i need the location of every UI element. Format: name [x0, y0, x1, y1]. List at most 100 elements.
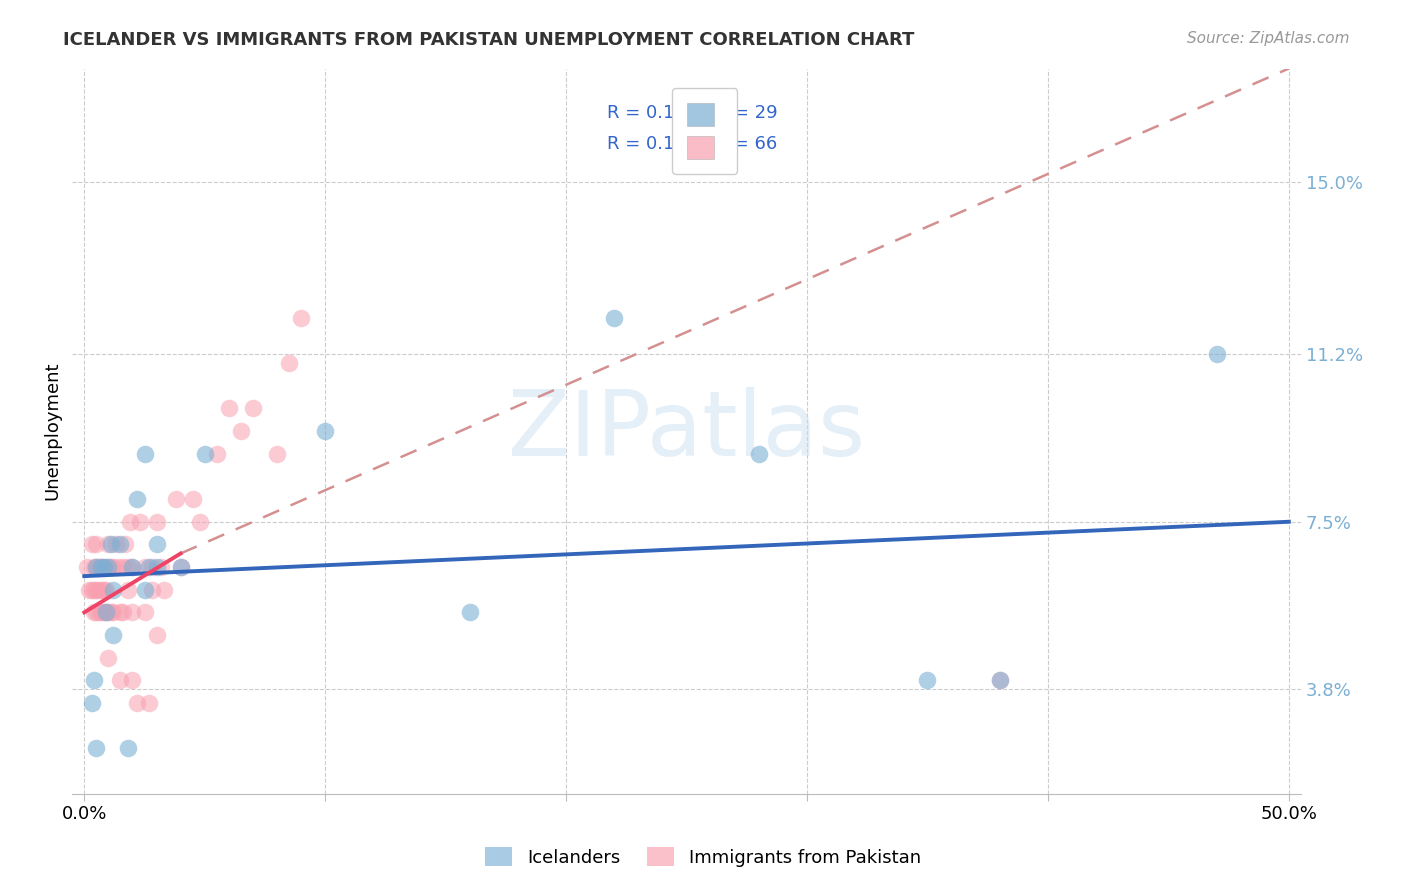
Point	[917, 673, 939, 688]
Text: R = 0.187   N = 66: R = 0.187 N = 66	[607, 135, 778, 153]
Point	[110, 673, 132, 688]
Point	[80, 537, 103, 551]
Point	[150, 560, 173, 574]
Point	[80, 582, 103, 597]
Point	[242, 401, 264, 416]
Point	[100, 537, 122, 551]
Point	[103, 606, 125, 620]
Point	[117, 582, 139, 597]
Point	[138, 696, 160, 710]
Point	[86, 606, 108, 620]
Point	[127, 492, 149, 507]
Point	[87, 582, 110, 597]
Point	[121, 560, 143, 574]
Point	[100, 606, 122, 620]
Point	[93, 606, 115, 620]
Legend: Icelanders, Immigrants from Pakistan: Icelanders, Immigrants from Pakistan	[478, 840, 928, 874]
Point	[141, 560, 163, 574]
Point	[278, 356, 301, 370]
Point	[290, 310, 312, 325]
Point	[141, 582, 163, 597]
Point	[97, 606, 120, 620]
Point	[988, 673, 1011, 688]
Point	[218, 401, 240, 416]
Point	[90, 560, 112, 574]
Point	[86, 741, 108, 756]
Point	[86, 560, 108, 574]
Point	[145, 560, 167, 574]
Point	[121, 560, 143, 574]
Point	[145, 537, 167, 551]
Point	[87, 606, 110, 620]
Text: Source: ZipAtlas.com: Source: ZipAtlas.com	[1187, 31, 1350, 46]
Point	[83, 560, 105, 574]
Point	[134, 606, 156, 620]
Point	[121, 673, 143, 688]
Point	[117, 741, 139, 756]
Point	[97, 560, 120, 574]
Point	[90, 606, 112, 620]
Point	[181, 492, 204, 507]
Point	[134, 582, 156, 597]
Point	[94, 606, 117, 620]
Point	[76, 560, 98, 574]
Text: ZIPatlas: ZIPatlas	[508, 387, 865, 475]
Point	[107, 560, 129, 574]
Point	[83, 582, 105, 597]
Point	[110, 537, 132, 551]
Y-axis label: Unemployment: Unemployment	[44, 362, 60, 500]
Point	[165, 492, 187, 507]
Point	[127, 696, 149, 710]
Point	[114, 537, 136, 551]
Point	[77, 582, 100, 597]
Point	[603, 310, 626, 325]
Point	[90, 582, 112, 597]
Point	[117, 560, 139, 574]
Point	[103, 628, 125, 642]
Point	[266, 447, 288, 461]
Text: R = 0.132   N = 29: R = 0.132 N = 29	[607, 104, 778, 122]
Point	[83, 606, 105, 620]
Point	[458, 606, 481, 620]
Point	[94, 582, 117, 597]
Point	[138, 560, 160, 574]
Point	[93, 560, 115, 574]
Point	[111, 606, 134, 620]
Point	[188, 515, 211, 529]
Legend: , : ,	[672, 88, 738, 174]
Point	[118, 515, 141, 529]
Point	[134, 447, 156, 461]
Point	[100, 560, 122, 574]
Point	[169, 560, 191, 574]
Point	[229, 424, 252, 438]
Point	[93, 560, 115, 574]
Point	[97, 650, 120, 665]
Point	[86, 560, 108, 574]
Point	[97, 560, 120, 574]
Point	[94, 606, 117, 620]
Point	[121, 606, 143, 620]
Point	[988, 673, 1011, 688]
Point	[128, 515, 150, 529]
Point	[314, 424, 336, 438]
Point	[145, 515, 167, 529]
Text: ICELANDER VS IMMIGRANTS FROM PAKISTAN UNEMPLOYMENT CORRELATION CHART: ICELANDER VS IMMIGRANTS FROM PAKISTAN UN…	[63, 31, 915, 49]
Point	[103, 560, 125, 574]
Point	[748, 447, 770, 461]
Point	[83, 673, 105, 688]
Point	[194, 447, 217, 461]
Point	[93, 582, 115, 597]
Point	[80, 696, 103, 710]
Point	[110, 606, 132, 620]
Point	[103, 582, 125, 597]
Point	[169, 560, 191, 574]
Point	[111, 560, 134, 574]
Point	[152, 582, 174, 597]
Point	[97, 537, 120, 551]
Point	[134, 560, 156, 574]
Point	[145, 628, 167, 642]
Point	[104, 537, 127, 551]
Point	[1205, 347, 1227, 361]
Point	[87, 560, 110, 574]
Point	[86, 537, 108, 551]
